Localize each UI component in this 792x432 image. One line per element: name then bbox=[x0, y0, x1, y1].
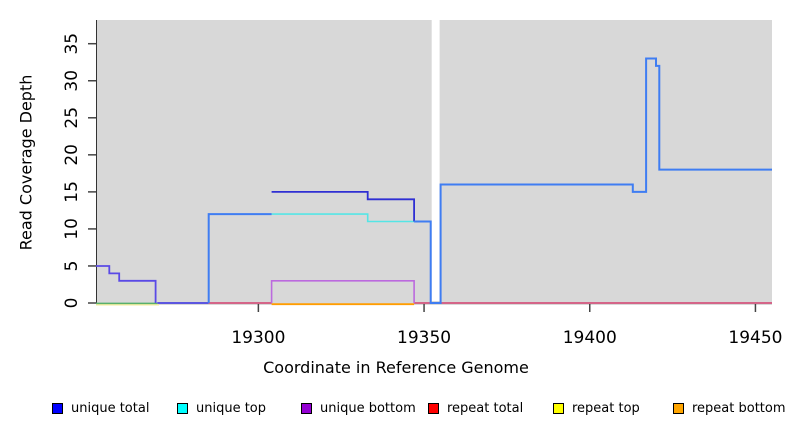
legend-item-unique-bottom: unique bottom bbox=[301, 399, 416, 417]
unique-top-line-line bbox=[271, 213, 420, 223]
legend-item-unique-total: unique total bbox=[52, 399, 149, 417]
y-tick-label: 25 bbox=[62, 107, 82, 129]
masked-region bbox=[431, 20, 440, 301]
x-tick-label: 19400 bbox=[563, 328, 617, 348]
repeat-top-swatch-icon bbox=[553, 402, 564, 414]
legend-label: unique bottom bbox=[320, 400, 416, 416]
unique-top-swatch-icon bbox=[177, 402, 188, 414]
repeat-total-swatch-icon bbox=[428, 402, 439, 414]
unique-total-swatch-icon bbox=[52, 402, 63, 414]
y-tick-label: 0 bbox=[62, 298, 82, 309]
x-tick-label: 19450 bbox=[728, 328, 782, 348]
y-tick-label: 10 bbox=[62, 218, 82, 240]
x-axis-label: Coordinate in Reference Genome bbox=[263, 358, 529, 377]
y-tick-label: 5 bbox=[62, 261, 82, 272]
unique-total-left-steps-line bbox=[96, 265, 157, 303]
legend-item-repeat-bottom: repeat bottom bbox=[673, 399, 786, 417]
merged-total-rise-line bbox=[207, 213, 272, 303]
y-axis-label: Read Coverage Depth bbox=[16, 74, 36, 251]
legend-label: repeat total bbox=[447, 400, 524, 416]
legend-label: unique total bbox=[71, 400, 150, 416]
legend-item-repeat-top: repeat top bbox=[553, 399, 640, 417]
legend-item-repeat-total: repeat total bbox=[428, 399, 523, 417]
coverage-chart: 19300 19350 19400 19450 0 5 10 15 20 25 30 35 bbox=[62, 20, 782, 348]
unique-total-line-line bbox=[271, 190, 416, 222]
legend-label: repeat top bbox=[572, 400, 640, 416]
legend-label: repeat bottom bbox=[692, 400, 786, 416]
legend-label: unique top bbox=[196, 400, 267, 416]
y-tick-label: 15 bbox=[62, 181, 82, 203]
unique-bottom-box-line bbox=[270, 279, 415, 303]
y-tick-label: 30 bbox=[62, 70, 82, 92]
x-tick-label: 19350 bbox=[397, 328, 451, 348]
y-tick-label: 35 bbox=[62, 33, 82, 55]
repeat-bottom-swatch-icon bbox=[673, 402, 684, 414]
unique-bottom-swatch-icon bbox=[301, 402, 312, 414]
legend-item-unique-top: unique top bbox=[177, 399, 266, 417]
y-tick-label: 20 bbox=[62, 144, 82, 166]
chart-legend: unique total unique top unique bottom re… bbox=[0, 399, 792, 421]
merged-total-main-line bbox=[414, 57, 772, 304]
x-tick-label: 19300 bbox=[231, 328, 285, 348]
